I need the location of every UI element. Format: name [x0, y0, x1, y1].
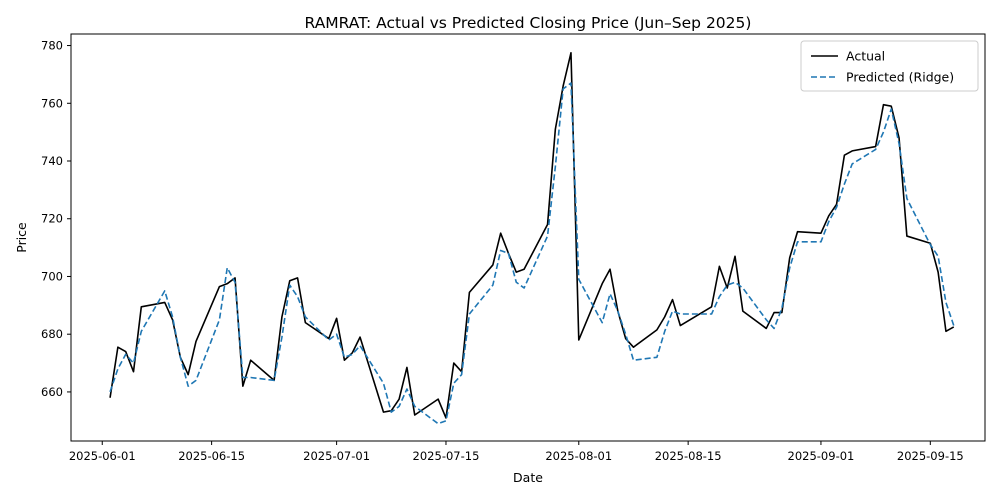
legend-label: Actual [846, 49, 885, 64]
y-tick-label: 700 [41, 269, 63, 283]
x-tick-label: 2025-08-15 [655, 449, 722, 463]
x-tick-label: 2025-09-15 [897, 449, 964, 463]
y-tick-label: 740 [41, 154, 63, 168]
series-line-predicted [109, 82, 955, 425]
x-tick-label: 2025-06-01 [69, 449, 136, 463]
y-tick-label: 680 [41, 327, 63, 341]
x-tick-label: 2025-07-01 [303, 449, 370, 463]
x-axis-label: Date [513, 470, 543, 485]
y-tick-label: 720 [41, 212, 63, 226]
x-tick-label: 2025-09-01 [788, 449, 855, 463]
legend-label: Predicted (Ridge) [846, 70, 954, 85]
y-axis-label: Price [14, 222, 29, 253]
plot-frame [70, 33, 986, 442]
x-tick-label: 2025-08-01 [545, 449, 612, 463]
y-tick-label: 660 [41, 385, 63, 399]
x-tick-label: 2025-07-15 [413, 449, 480, 463]
series-line-actual [109, 51, 955, 419]
x-axis: 2025-06-01 2025-06-15 2025-07-01 2025-07-15… [69, 441, 964, 463]
legend: Actual Predicted (Ridge) [800, 40, 979, 92]
legend-box [800, 40, 979, 92]
series-layer [109, 51, 955, 425]
x-tick-label: 2025-06-15 [178, 449, 245, 463]
y-tick-label: 760 [41, 96, 63, 110]
chart-title: RAMRAT: Actual vs Predicted Closing Pric… [305, 14, 752, 32]
y-axis: 660 680 700 720 740 760 780 [41, 39, 71, 399]
y-tick-label: 780 [41, 39, 63, 53]
